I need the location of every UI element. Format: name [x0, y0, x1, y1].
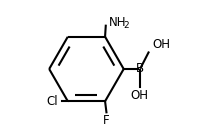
Text: B: B: [136, 63, 144, 75]
Text: NH: NH: [109, 16, 127, 29]
Text: OH: OH: [152, 38, 170, 51]
Text: Cl: Cl: [47, 95, 58, 108]
Text: F: F: [103, 114, 110, 127]
Text: OH: OH: [131, 89, 149, 102]
Text: 2: 2: [124, 21, 129, 30]
